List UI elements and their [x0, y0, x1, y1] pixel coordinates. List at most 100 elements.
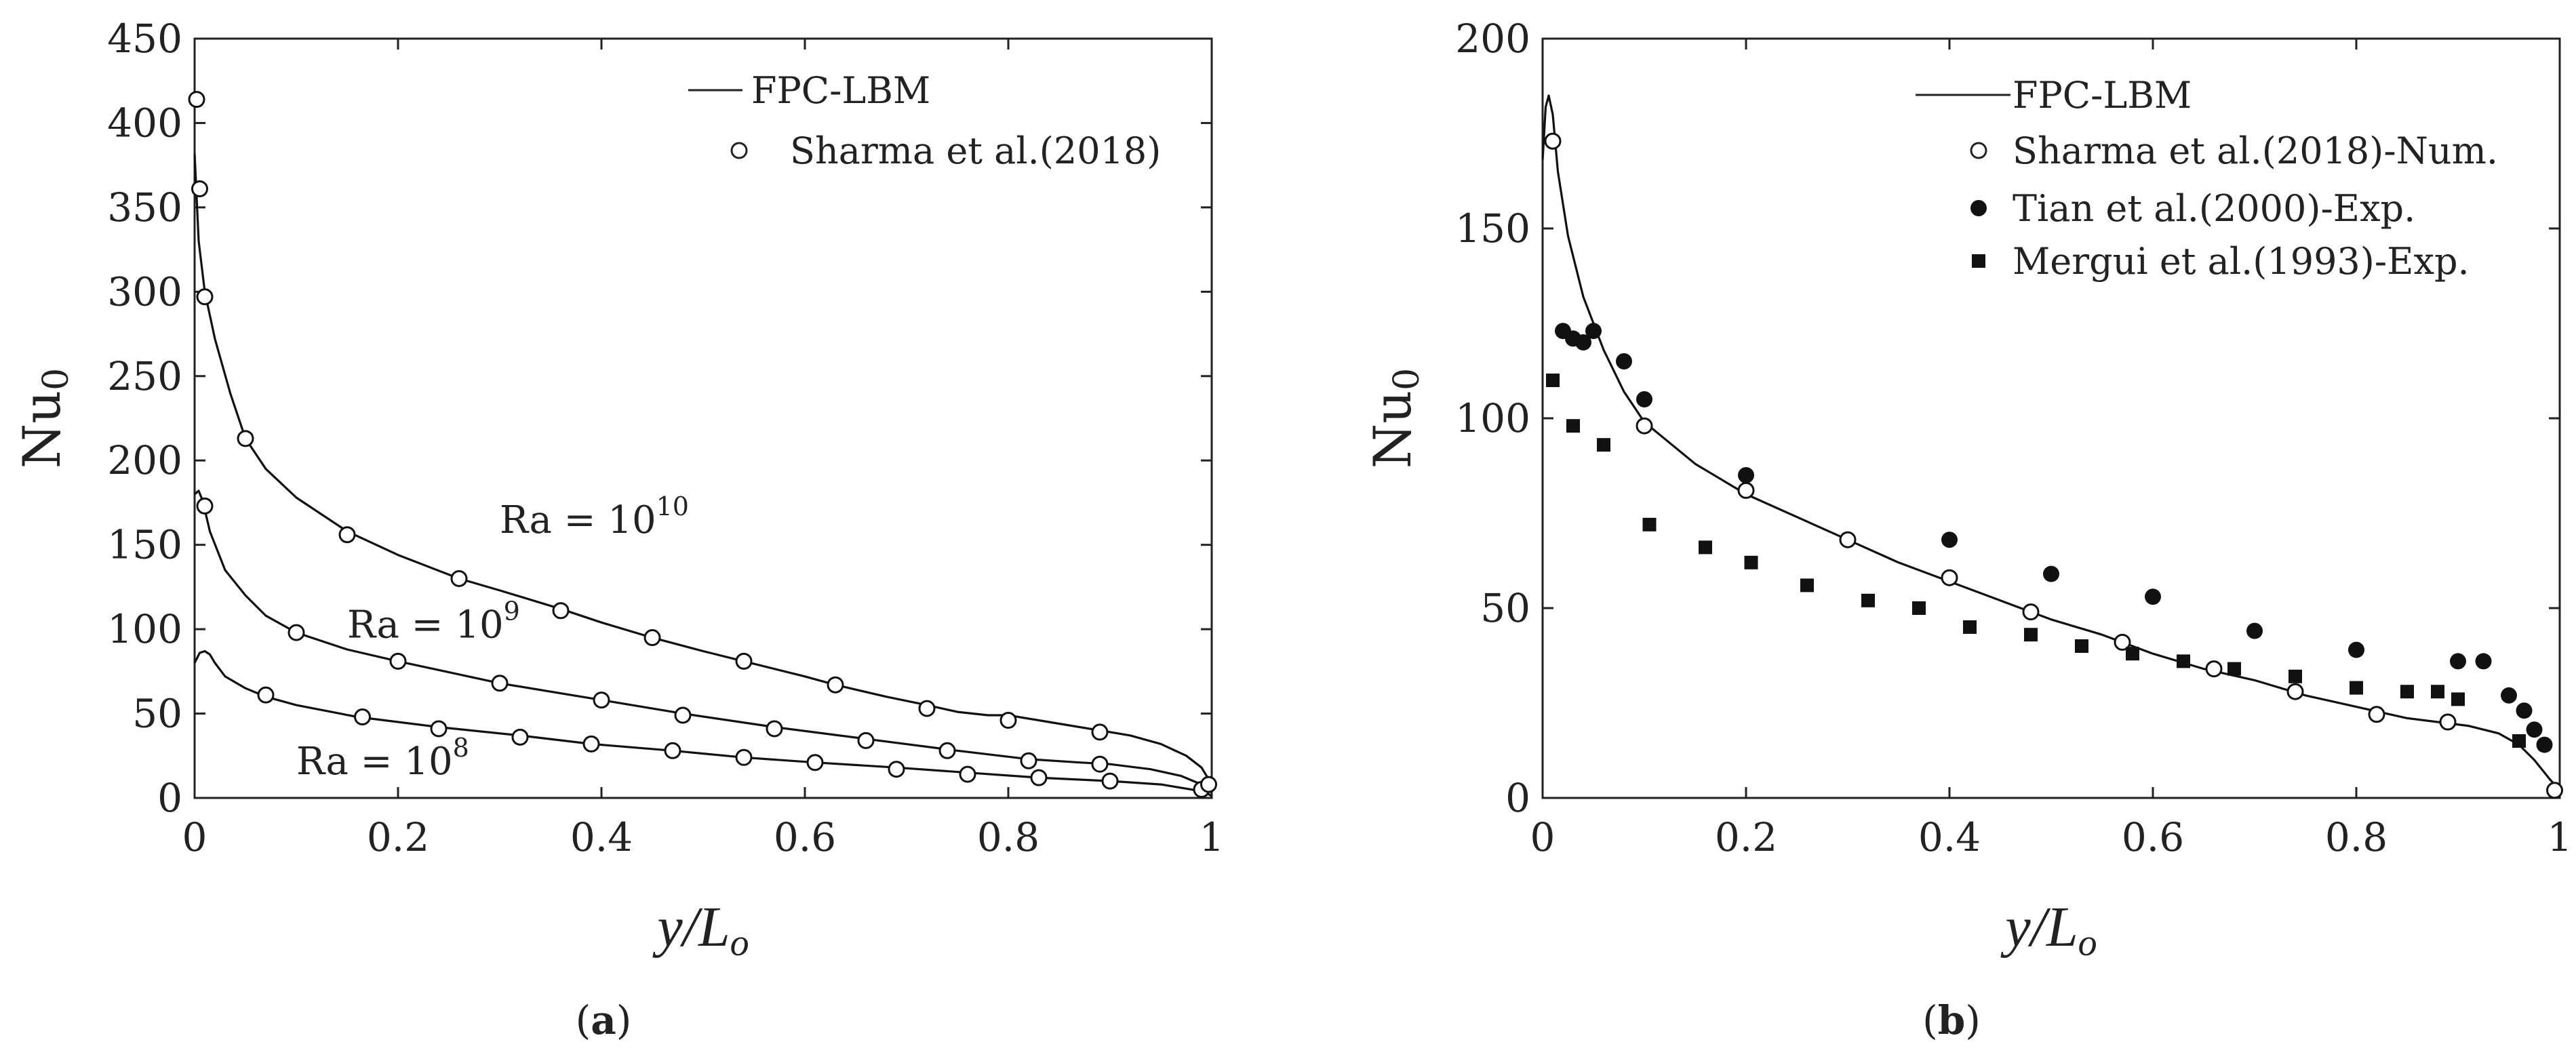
panel-b-x-axis-label: y/Lo [2000, 896, 2097, 964]
panel-b-filled-square-point [1546, 374, 1560, 387]
panel-b-legend: FPC-LBM Sharma et al.(2018)-Num. Tian et… [1916, 74, 2498, 283]
panel-a-x-ticks: 0 0.2 0.4 0.6 0.8 1 [182, 39, 1225, 860]
panel-b-y-tick-label: 50 [1480, 585, 1530, 631]
panel-a-x-axis-label: y/Lo [652, 896, 749, 964]
panel-a-x-tick-label: 0.6 [774, 814, 836, 860]
panel-b-open-circle-point [1941, 569, 1958, 586]
panel-b-filled-circle-point [2043, 565, 2059, 582]
panel-b-filled-square-point [2512, 734, 2526, 748]
panel-b-filled-circle-point [1941, 532, 1958, 548]
panel-a-open-circle-point [643, 629, 661, 647]
panel-b-y-ticks: 0 50 100 150 200 [1455, 16, 2560, 821]
panel-a-y-tick-label: 450 [107, 16, 182, 62]
panel-b-x-tick-label: 1 [2548, 814, 2573, 860]
panel-b-legend-filled-circle-swatch [1970, 200, 1987, 216]
panel-a-open-circle-point [1020, 752, 1037, 769]
panel-a-open-circle-point [1101, 772, 1119, 790]
panel-a-open-circle-point [735, 652, 753, 670]
panel-b-open-circle-point [2368, 706, 2385, 723]
panel-b-filled-square-point [2227, 662, 2241, 676]
panel-b-series [1541, 94, 2563, 799]
panel-a-y-tick-label: 400 [107, 100, 182, 146]
panel-b-open-circle-point [2286, 683, 2304, 700]
panel-a-y-tick-label: 200 [107, 437, 182, 483]
panel-a-y-tick-label: 0 [157, 775, 182, 821]
panel-a-y-tick-label: 150 [107, 522, 182, 568]
panel-b-filled-square-point [1642, 517, 1657, 532]
panel-a-open-circle-point [959, 765, 976, 783]
panel-b-filled-circle-point [2526, 721, 2543, 738]
panel-a-open-circle-point [735, 748, 753, 766]
panel-a-open-circle-point [938, 742, 956, 759]
panel-b-y-axis-label: Nu0 [1362, 368, 1427, 469]
panel-b-filled-square-point [1912, 601, 1926, 615]
panel-a-open-circle-point [354, 708, 371, 726]
panel-a-x-tick-label: 1 [1200, 814, 1225, 860]
panel-b-filled-circle-point [2450, 653, 2466, 670]
panel-a-open-circle-point [1030, 769, 1048, 786]
panel-b-open-circle-point [2546, 782, 2563, 799]
panel-b-series-line-0 [1541, 94, 2561, 791]
panel-a-y-axis-label: Nu0 [12, 368, 77, 469]
panel-b-open-circle-point [2022, 603, 2040, 621]
panel-a-open-circle-point [237, 430, 254, 447]
panel-a-legend: FPC-LBM Sharma et al.(2018) [688, 69, 1161, 172]
panel-b-filled-square-point [1800, 578, 1814, 593]
panel-a-open-circle-point [674, 706, 692, 724]
panel-a-open-circle-point [188, 91, 205, 108]
panel-b-x-tick-label: 0.6 [2122, 814, 2184, 860]
panel-b-filled-circle-point [2516, 702, 2533, 719]
panel-b-legend-label-3: Mergui et al.(1993)-Exp. [2013, 240, 2470, 283]
panel-b-filled-square-point [2126, 647, 2139, 661]
panel-b-filled-circle-point [2475, 653, 2492, 670]
panel-a-annotations: Ra = 1010 Ra = 109 Ra = 108 [296, 492, 689, 784]
panel-b-filled-square-point [1963, 620, 1977, 634]
panel-b-x-tick-label: 0.2 [1715, 814, 1777, 860]
panel-a-open-circle-point [918, 700, 936, 717]
panel-b-y-tick-label: 100 [1455, 395, 1530, 441]
panel-a-annotation-ra: Ra = 109 [347, 597, 520, 647]
panel-a-open-circle-point [806, 754, 824, 771]
panel-a-legend-open-circle-swatch [730, 142, 748, 159]
panel-b-filled-square-point [1744, 555, 1758, 569]
panel-b-open-circle-point [2114, 633, 2131, 651]
panel-a-y-tick-label: 50 [132, 691, 182, 737]
panel-a-x-tick-label: 0.4 [570, 814, 633, 860]
panel-b-filled-circle-point [1585, 323, 1602, 340]
panel-b-y-tick-label: 0 [1505, 775, 1530, 821]
panel-a-annotation-ra: Ra = 1010 [500, 492, 689, 542]
panel-a-open-circle-point [552, 602, 570, 620]
panel-a-y-tick-label: 300 [107, 268, 182, 315]
panel-a-open-circle-point [491, 675, 509, 692]
panel-a-open-circle-point [430, 720, 448, 738]
panel-b-legend-label-2: Tian et al.(2000)-Exp. [2013, 187, 2415, 230]
panel-a-open-circle-point [196, 288, 214, 306]
panel-b-x-tick-label: 0.4 [1918, 814, 1981, 860]
panel-a-caption: (a) [576, 997, 632, 1043]
panel-b-x-ticks: 0 0.2 0.4 0.6 0.8 1 [1530, 39, 2573, 860]
panel-a-chart: 0 0.2 0.4 0.6 0.8 1 0 50 100 150 200 250 300 350 400 4… [12, 16, 1224, 1043]
panel-b-open-circle-point [1636, 417, 1653, 435]
panel-b-filled-square-point [1566, 419, 1580, 433]
panel-b-filled-circle-point [2348, 641, 2364, 658]
panel-b-y-tick-label: 150 [1455, 205, 1530, 252]
panel-a-open-circle-point [766, 720, 783, 738]
panel-a-open-circle-point [191, 180, 208, 198]
panel-a-open-circle-point [196, 497, 214, 515]
panel-b-legend-filled-square-swatch [1972, 254, 1985, 268]
panel-a-x-tick-label: 0.2 [367, 814, 429, 860]
panel-b-filled-circle-point [2246, 622, 2263, 639]
panel-b-open-circle-point [1839, 531, 1857, 548]
panel-b-filled-square-point [2177, 654, 2190, 668]
panel-b-filled-square-point [2024, 628, 2038, 642]
panel-b-legend-label-1: Sharma et al.(2018)-Num. [2013, 129, 2498, 172]
panel-a-x-tick-label: 0.8 [977, 814, 1039, 860]
panel-a-open-circle-point [450, 569, 468, 587]
panel-b-filled-square-point [2288, 669, 2302, 683]
panel-b-filled-square-point [2451, 692, 2465, 706]
panel-b-filled-square-point [2400, 685, 2414, 699]
panel-a-open-circle-point [593, 691, 610, 709]
panel-b-filled-square-point [1861, 593, 1875, 607]
panel-b-filled-square-point [1699, 540, 1712, 555]
panel-a-legend-label-0: FPC-LBM [751, 69, 930, 112]
